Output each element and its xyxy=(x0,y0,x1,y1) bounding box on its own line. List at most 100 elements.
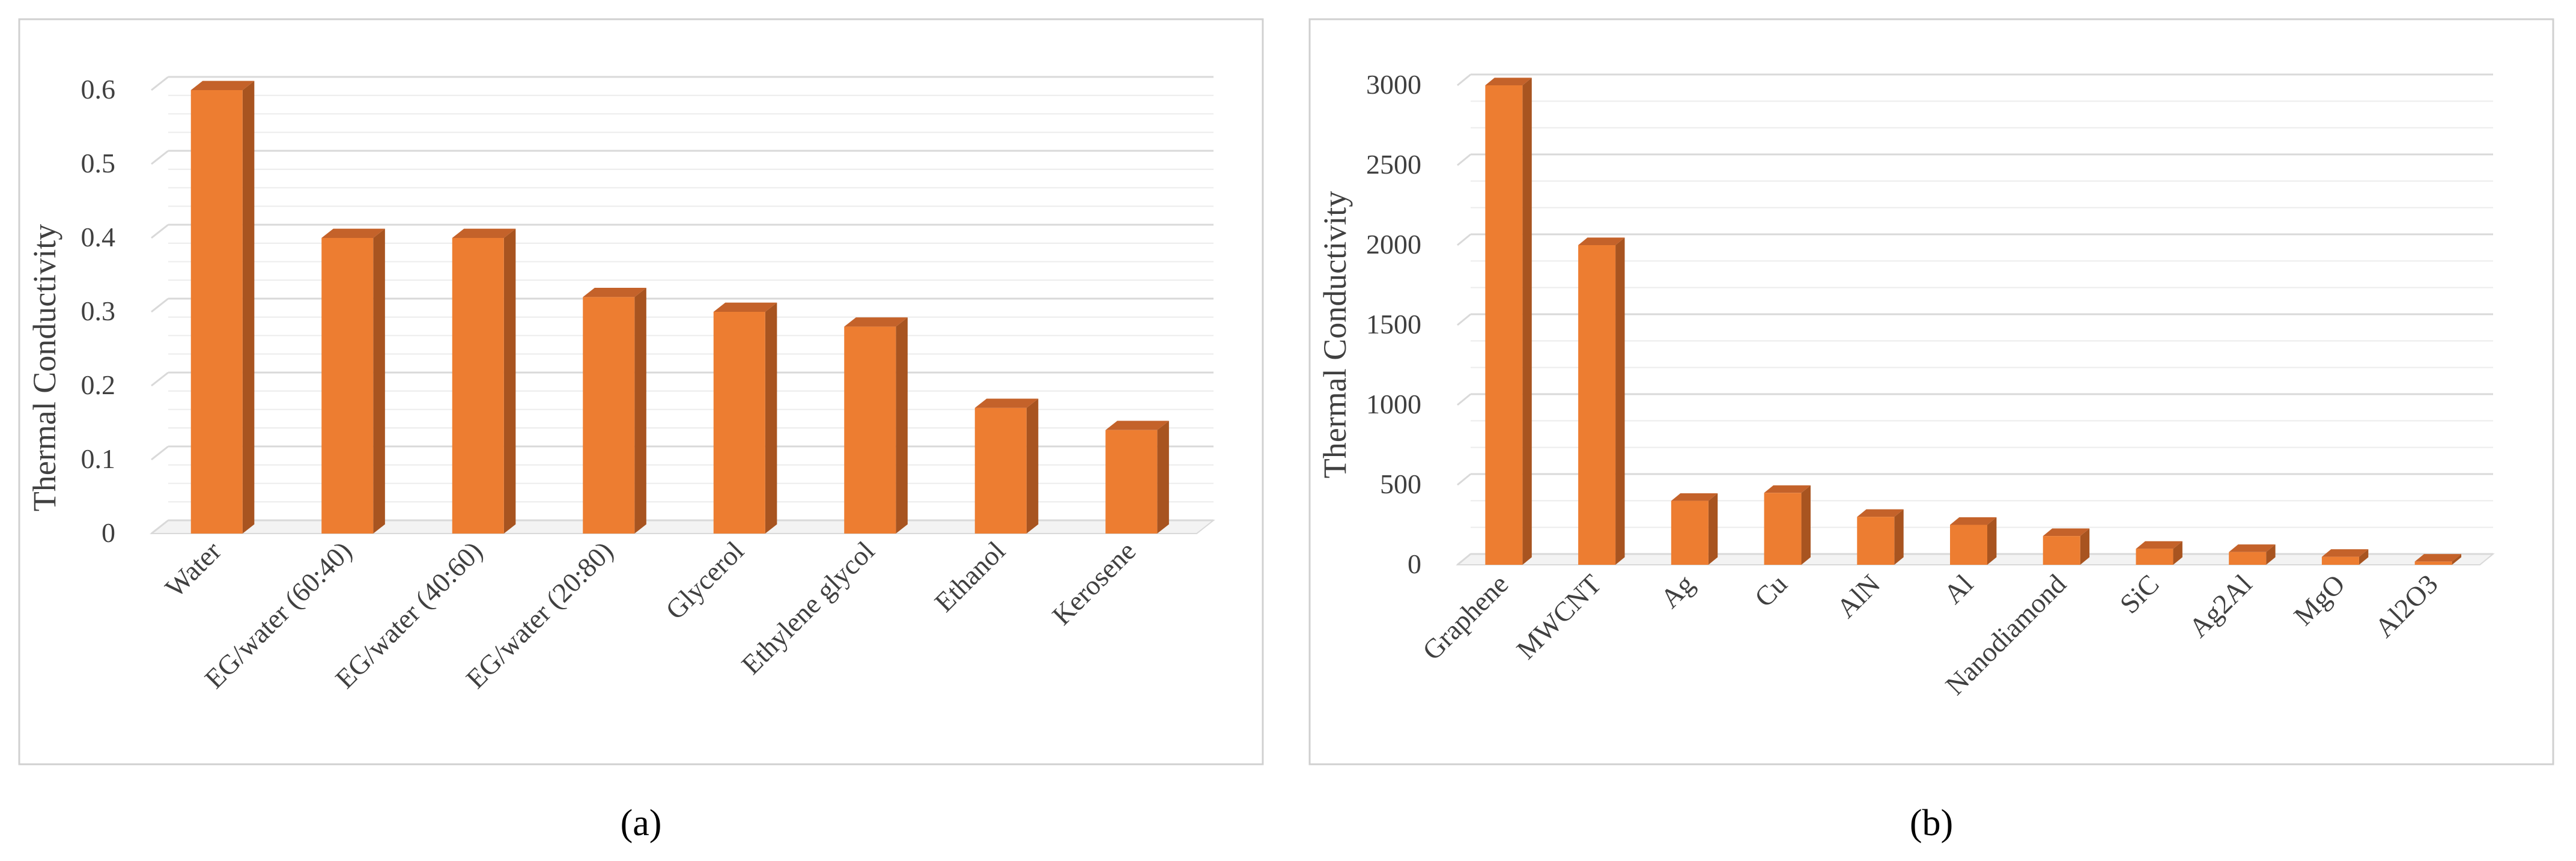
bar-front-face xyxy=(190,90,243,534)
bar-side-face xyxy=(2266,544,2276,565)
bar-top-face xyxy=(321,228,385,238)
bar-front-face xyxy=(1578,245,1616,565)
panel-b-caption: (b) xyxy=(1910,803,1953,844)
bar-front-face xyxy=(1950,525,1987,565)
panel-a-gridline-diag xyxy=(151,150,169,165)
bar-side-face xyxy=(1615,237,1625,565)
bar-side-face xyxy=(1157,421,1169,534)
bar-front-face xyxy=(2321,556,2359,565)
panel-b-gridline-diag xyxy=(1457,313,1471,326)
panel-a-gridline-diag xyxy=(151,224,169,239)
panel-b-y-tick-label: 0 xyxy=(1408,549,1421,579)
bar-top-face xyxy=(1857,509,1904,517)
bar-ethanol xyxy=(974,398,1039,534)
bar-eg-water-60-40- xyxy=(321,228,385,534)
panel-a-floor xyxy=(150,520,1215,534)
bar-front-face xyxy=(2414,561,2452,565)
bar-top-face xyxy=(1950,517,1997,525)
bar-top-face xyxy=(452,228,516,238)
panel-b-gridline-diag xyxy=(1457,153,1471,166)
panel-b-gridline-diag xyxy=(1457,73,1471,87)
bar-front-face xyxy=(974,407,1027,534)
bar-side-face xyxy=(634,288,646,534)
bar-side-face xyxy=(1801,485,1811,565)
panel-b-y-tick-label: 2500 xyxy=(1366,149,1421,180)
bar-front-face xyxy=(844,326,896,534)
bar-front-face xyxy=(1485,85,1523,565)
bar-nanodiamond xyxy=(2043,528,2090,565)
bar-top-face xyxy=(2321,549,2369,557)
bar-mgo xyxy=(2321,549,2369,565)
bar-top-face xyxy=(844,317,908,327)
bar-side-face xyxy=(373,228,385,534)
bar-graphene xyxy=(1485,78,1532,565)
bar-top-face xyxy=(1671,493,1718,501)
panel-a-y-tick-label: 0.6 xyxy=(81,74,116,105)
bar-side-face xyxy=(1894,509,1904,565)
bar-top-face xyxy=(2229,544,2276,552)
bar-front-face xyxy=(2136,549,2174,565)
bar-front-face xyxy=(452,238,504,534)
panel-a-gridline-diag xyxy=(151,76,169,91)
bar-top-face xyxy=(2136,541,2183,549)
panel-a-y-tick-label: 0.2 xyxy=(81,370,116,400)
panel-a-y-tick-label: 0 xyxy=(102,517,115,548)
panel-a-gridline-diag xyxy=(151,519,169,535)
bar-al2o3 xyxy=(2414,554,2462,565)
bar-top-face xyxy=(1485,78,1532,85)
bar-top-face xyxy=(583,288,646,297)
panel-b-gridline-diag xyxy=(1457,473,1471,486)
bar-top-face xyxy=(2043,528,2090,537)
bar-sic xyxy=(2136,541,2183,565)
panel-b-y-axis-label: Thermal Conductivity xyxy=(1317,191,1353,478)
panel-b-gridline-diag xyxy=(1457,393,1471,406)
bar-top-face xyxy=(190,81,255,90)
bar-kerosene xyxy=(1105,421,1169,534)
bar-side-face xyxy=(1708,493,1718,565)
panel-a-y-tick-label: 0.4 xyxy=(81,222,116,252)
bar-side-face xyxy=(2359,549,2369,565)
panel-b-y-tick-label: 3000 xyxy=(1366,69,1421,100)
bar-side-face xyxy=(242,81,255,534)
bar-side-face xyxy=(2080,528,2090,565)
bar-side-face xyxy=(1987,517,1997,565)
panel-a-y-axis-label: Thermal Conductivity xyxy=(26,224,62,511)
bar-side-face xyxy=(503,228,516,534)
panel-a-gridline-diag xyxy=(151,371,169,387)
bar-top-face xyxy=(1764,485,1811,493)
panel-a-gridline-diag xyxy=(151,297,169,313)
bar-side-face xyxy=(1522,78,1532,565)
panel-b-y-tick-label: 1000 xyxy=(1366,389,1421,419)
panel-a-y-tick-label: 0.1 xyxy=(81,443,116,474)
panel-b-y-tick-label: 500 xyxy=(1380,469,1421,499)
bar-eg-water-20-80- xyxy=(583,288,646,534)
panel-b-y-tick-label: 2000 xyxy=(1366,229,1421,260)
bar-front-face xyxy=(713,312,765,534)
bar-mwcnt xyxy=(1578,237,1625,565)
panel-b-gridline-diag xyxy=(1457,553,1471,566)
bar-side-face xyxy=(2452,554,2462,565)
bar-side-face xyxy=(896,317,908,534)
bar-front-face xyxy=(583,297,635,534)
bar-aln xyxy=(1857,509,1904,565)
bar-eg-water-40-60- xyxy=(452,228,516,534)
bar-top-face xyxy=(1578,237,1625,245)
bar-top-face xyxy=(974,398,1039,408)
bar-front-face xyxy=(2229,552,2267,565)
bar-front-face xyxy=(1764,493,1802,565)
panel-a-gridline-diag xyxy=(151,445,169,461)
bar-side-face xyxy=(765,302,777,534)
bar-top-face xyxy=(1105,421,1169,430)
bar-cu xyxy=(1764,485,1811,565)
bar-side-face xyxy=(2173,541,2183,565)
bar-ethylene-glycol xyxy=(844,317,908,534)
bar-water xyxy=(190,81,255,534)
panel-b-gridline-diag xyxy=(1457,233,1471,246)
bar-front-face xyxy=(1857,517,1895,565)
bar-al xyxy=(1950,517,1997,565)
bar-top-face xyxy=(713,302,777,312)
panel-a-y-tick-label: 0.3 xyxy=(81,296,116,326)
